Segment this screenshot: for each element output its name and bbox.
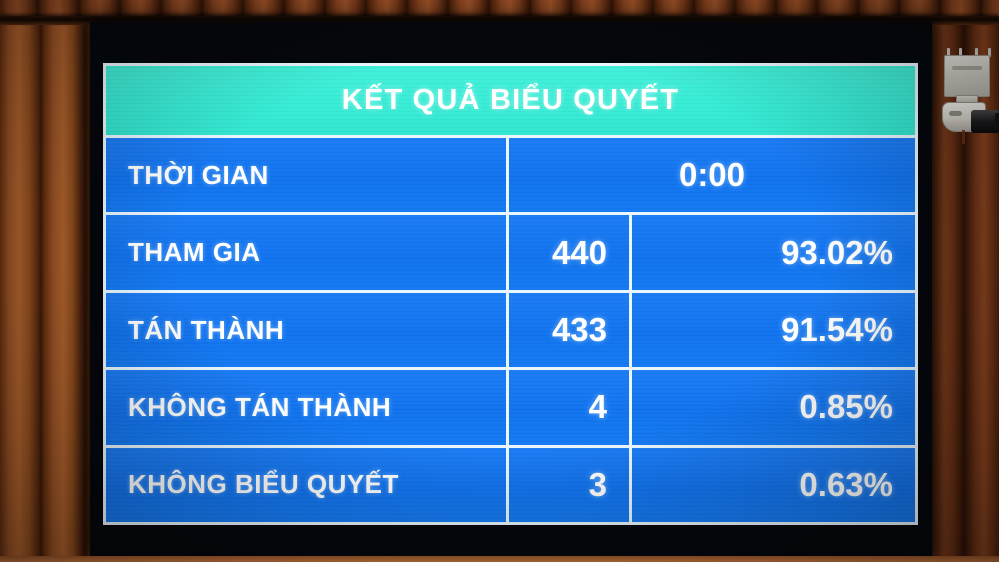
table-body: THỜI GIAN 0:00 THAM GIA 440: [106, 138, 915, 523]
row-count-cell: 440: [509, 215, 632, 290]
camera-icon: [941, 48, 999, 158]
camera-bracket-arm: [947, 48, 950, 57]
row-count: 440: [551, 233, 607, 271]
row-count: 3: [588, 465, 607, 503]
row-percent-cell: 93.02%: [632, 215, 915, 289]
row-percent: 93.02%: [781, 233, 893, 271]
row-label: THAM GIA: [128, 237, 261, 268]
row-percent: 91.54%: [781, 311, 893, 349]
row-label-cell: TÁN THÀNH: [106, 292, 509, 368]
table-row: KHÔNG BIỂU QUYẾT 3 0.63%: [106, 447, 915, 523]
camera-lens: [971, 110, 999, 133]
table-row: TÁN THÀNH 433 91.54%: [106, 292, 915, 371]
table-header: KẾT QUẢ BIỂU QUYẾT: [106, 66, 915, 138]
wooden-slats-left: [0, 0, 95, 562]
row-label: TÁN THÀNH: [128, 314, 285, 345]
ceiling-trim-rail: [0, 16, 999, 25]
row-percent: 0.63%: [799, 465, 893, 503]
row-label: THỜI GIAN: [128, 159, 269, 190]
camera-bracket-arm: [975, 48, 978, 57]
screen-content-area: KẾT QUẢ BIỂU QUYẾT THỜI GIAN 0:00: [103, 63, 918, 525]
row-count-cell: 433: [509, 292, 632, 368]
row-label-cell: THAM GIA: [106, 215, 509, 290]
row-percent: 0.85%: [799, 388, 893, 426]
row-label: KHÔNG BIỂU QUYẾT: [128, 469, 399, 500]
row-count: 433: [551, 311, 607, 349]
table-row: THỜI GIAN 0:00: [106, 138, 915, 216]
row-count-cell: 4: [509, 370, 632, 445]
camera-cable: [962, 130, 965, 144]
wooden-slats-top: [0, 0, 999, 17]
row-count: 4: [588, 388, 607, 426]
row-count-cell: 3: [509, 447, 632, 523]
row-percent-cell: 0.63%: [632, 448, 915, 522]
row-label: KHÔNG TÁN THÀNH: [128, 391, 392, 422]
camera-bracket-arms: [945, 48, 993, 57]
voting-result-screen: KẾT QUẢ BIỂU QUYẾT THỜI GIAN 0:00: [90, 22, 932, 557]
row-percent-cell: 0.85%: [632, 370, 915, 444]
row-label-cell: THỜI GIAN: [106, 138, 509, 213]
row-percent-cell: 91.54%: [632, 293, 915, 367]
voting-result-table: KẾT QUẢ BIỂU QUYẾT THỜI GIAN 0:00: [103, 63, 918, 525]
table-row: THAM GIA 440 93.02%: [106, 215, 915, 293]
page-title: KẾT QUẢ BIỂU QUYẾT: [341, 84, 680, 116]
bottom-wooden-ledge: [0, 556, 999, 562]
camera-bracket-arm: [959, 48, 962, 57]
row-label-cell: KHÔNG TÁN THÀNH: [106, 370, 509, 445]
table-row: KHÔNG TÁN THÀNH 4 0.85%: [106, 370, 915, 448]
row-label-cell: KHÔNG BIỂU QUYẾT: [106, 447, 509, 523]
row-merged-value-cell: 0:00: [509, 138, 915, 212]
camera-housing: [944, 55, 990, 97]
row-merged-value: 0:00: [678, 156, 746, 194]
camera-bracket-arm: [988, 48, 991, 57]
